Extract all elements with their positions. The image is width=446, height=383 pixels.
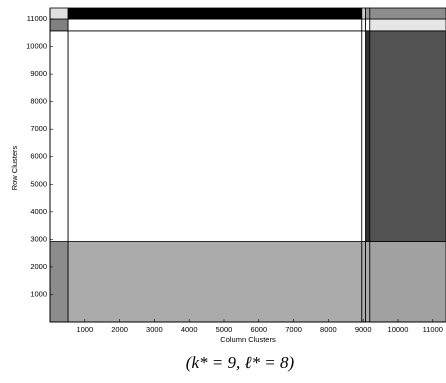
block (369, 18, 446, 32)
y-tick-label: 2000 (30, 262, 47, 271)
block (67, 30, 363, 242)
y-tick-label: 3000 (30, 234, 47, 243)
block (49, 30, 69, 242)
caption: (k* = 9, ℓ* = 8) (186, 353, 295, 372)
x-tick-label: 10000 (388, 325, 409, 334)
x-tick-label: 4000 (181, 325, 198, 334)
block (365, 241, 371, 323)
block (361, 18, 367, 32)
block (49, 241, 69, 323)
x-tick-label: 3000 (146, 325, 163, 334)
x-tick-label: 5000 (216, 325, 233, 334)
y-tick-label: 5000 (30, 179, 47, 188)
block (361, 241, 367, 323)
y-tick-label: 4000 (30, 207, 47, 216)
block (49, 18, 69, 32)
x-tick-label: 8000 (320, 325, 337, 334)
y-tick-label: 11000 (27, 14, 47, 23)
block (365, 30, 371, 242)
x-tick-label: 2000 (111, 325, 128, 334)
block (67, 241, 363, 323)
y-tick-label: 1000 (30, 289, 47, 298)
y-axis-label: Row Clusters (10, 145, 19, 190)
block (49, 7, 69, 20)
y-tick-label: 6000 (30, 152, 47, 161)
x-axis-label: Column Clusters (220, 335, 276, 344)
y-tick-label: 8000 (30, 97, 47, 106)
y-tick-label: 10000 (26, 42, 47, 51)
block (365, 7, 371, 20)
block (365, 18, 371, 32)
x-tick-label: 6000 (250, 325, 267, 334)
block (369, 7, 446, 20)
x-tick-label: 7000 (285, 325, 302, 334)
block (361, 7, 367, 20)
block (369, 241, 446, 323)
x-tick-label: 1000 (76, 325, 93, 334)
block (67, 7, 363, 20)
block (369, 30, 446, 242)
block (67, 18, 363, 32)
x-tick-label: 9000 (355, 325, 372, 334)
x-tick-label: 11000 (423, 325, 443, 334)
y-tick-label: 7000 (30, 124, 47, 133)
y-tick-label: 9000 (30, 69, 47, 78)
block (361, 30, 367, 242)
